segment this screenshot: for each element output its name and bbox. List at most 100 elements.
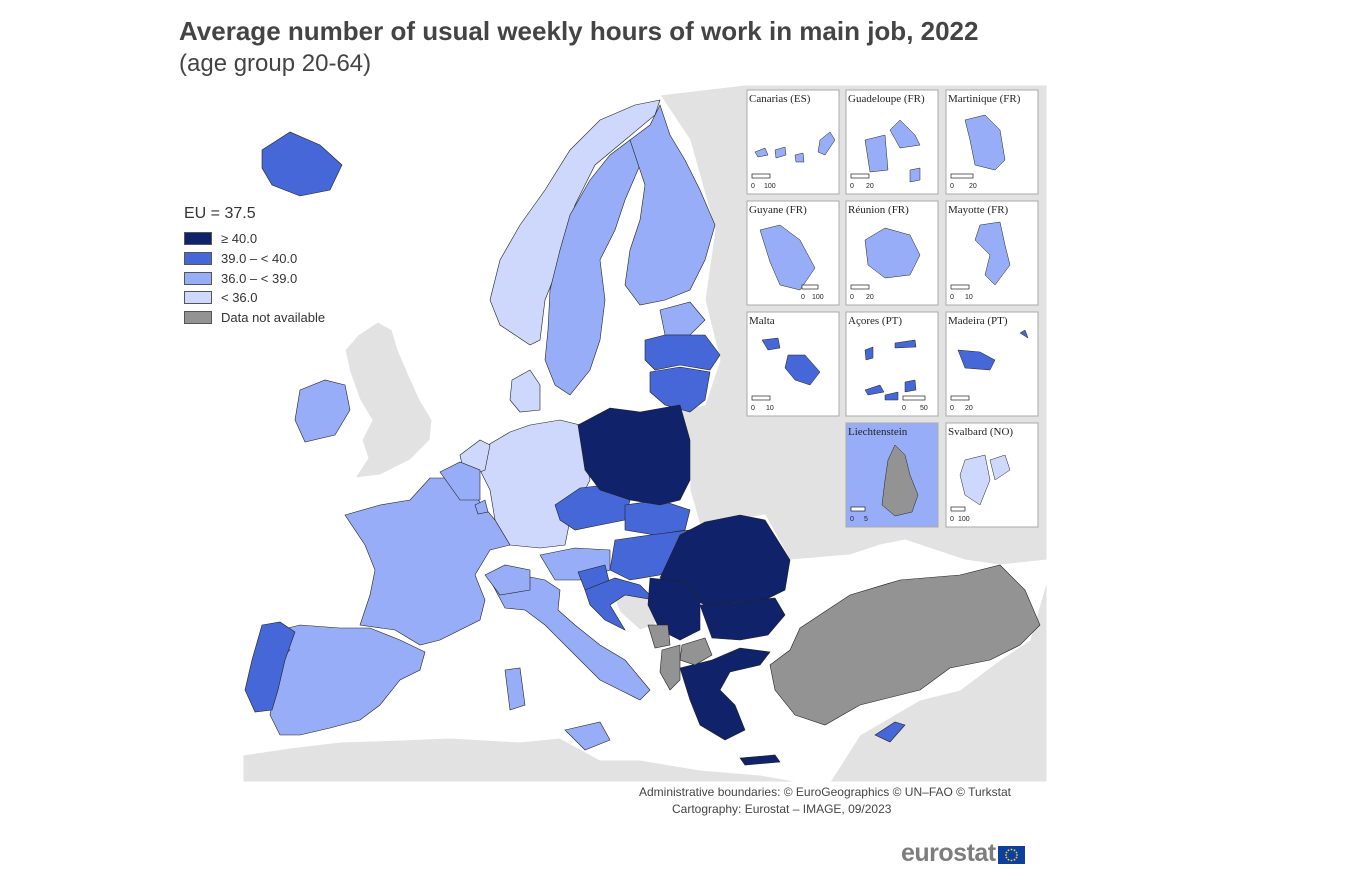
legend-label: Data not available [221,310,326,326]
legend-label: ≥ 40.0 [221,231,258,247]
sicily-region [564,721,611,751]
map-subtitle: (age group 20-64) [179,50,372,77]
inset-label: Liechtenstein [848,426,908,438]
madeira-shape [957,329,1029,371]
legend-label: 36.0 – < 39.0 [221,270,298,286]
bulgaria-region [699,597,786,641]
france-region [344,477,511,646]
greece-region [679,647,771,741]
legend-swatch [184,311,212,325]
svg-text:50: 50 [920,405,928,412]
inset-scale-labels: 0 100 0 20 0 20 0 100 0 20 0 10 0 10 0 5… [751,183,977,523]
north-africa-land [242,737,801,783]
svg-text:0: 0 [950,294,954,301]
denmark-region [509,369,541,413]
albania-region [659,644,681,691]
iceland-region-no [261,131,343,197]
inset-label: Martinique (FR) [948,93,1021,105]
svg-text:20: 20 [965,405,973,412]
north-macedonia-region [679,637,713,666]
legend-item: ≥ 40.0 [184,229,325,249]
inset-label: Madeira (PT) [948,315,1008,327]
svg-text:100: 100 [812,294,824,301]
liechtenstein-shape [881,444,919,517]
svg-text:0: 0 [850,294,854,301]
belgium-region [439,461,481,501]
svg-text:10: 10 [766,405,774,412]
finland-region [624,104,716,306]
guyane-shape [759,224,816,291]
legend-item: 36.0 – < 39.0 [184,268,325,288]
svg-text:0: 0 [751,183,755,190]
source-cartography: Cartography: Eurostat – IMAGE, 09/2023 [672,802,892,816]
inset-label: Guyane (FR) [749,204,807,216]
montenegro-kosovo-region [647,624,671,649]
legend-item: Data not available [184,308,325,328]
poland-region [577,404,691,506]
legend-label: 39.0 – < 40.0 [221,251,298,267]
switzerland-region [484,564,531,596]
mayotte-shape [974,221,1011,286]
lux-region [474,499,489,515]
eu-flag-icon [997,846,1025,864]
map-title: Average number of usual weekly hours of … [179,16,979,46]
svg-text:0: 0 [801,294,805,301]
legend-swatch [184,252,212,266]
inset-scale-bars [751,173,974,512]
sardinia-region [504,667,526,711]
inset-label: Mayotte (FR) [948,204,1009,216]
ireland-region [294,379,351,443]
norway-region [489,99,661,346]
inset-label: Canarias (ES) [749,93,811,105]
cyprus-region [874,721,906,743]
legend-label: < 36.0 [221,290,258,306]
inset-label: Svalbard (NO) [948,426,1013,438]
svg-text:0: 0 [850,183,854,190]
svg-text:100: 100 [764,183,776,190]
inset-label: Açores (PT) [848,315,902,327]
reunion-shape [864,227,921,279]
guadeloupe-shape [864,119,921,183]
turkey-region [769,564,1041,726]
italy-region [489,574,651,701]
svalbard-shape [959,454,1011,506]
svg-text:0: 0 [950,183,954,190]
svg-text:0: 0 [950,516,954,523]
malta-shape [761,337,821,386]
svg-text:0: 0 [902,405,906,412]
latvia-region [644,334,721,371]
legend-swatch [184,232,212,246]
estonia-region [659,301,706,336]
acores-shape [864,339,917,401]
svg-text:5: 5 [864,516,868,523]
inset-label: Réunion (FR) [848,204,909,216]
svg-text:20: 20 [969,183,977,190]
svg-text:0: 0 [751,405,755,412]
inset-label: Malta [749,315,775,327]
legend-item: 39.0 – < 40.0 [184,249,325,269]
lithuania-region [649,366,711,413]
legend-item: < 36.0 [184,288,325,308]
serbia-region [647,577,701,641]
eurostat-logo: eurostat [901,839,1025,868]
svg-text:20: 20 [866,294,874,301]
canarias-shape [754,131,836,163]
svg-text:10: 10 [965,294,973,301]
inset-labels: Canarias (ES) Guadeloupe (FR) Martinique… [749,93,1021,438]
source-boundaries: Administrative boundaries: © EuroGeograp… [639,785,1012,799]
logo-wordmark: eurostat [901,839,996,867]
martinique-shape [964,114,1006,171]
uk-land [344,321,433,479]
sweden-region [544,139,641,396]
svg-text:20: 20 [866,183,874,190]
croatia-region [584,577,656,631]
eu-average-label: EU = 37.5 [184,205,256,222]
svg-text:0: 0 [950,405,954,412]
svg-text:0: 0 [850,516,854,523]
portugal-region [244,621,296,713]
map-legend: EU = 37.5 ≥ 40.0 39.0 – < 40.0 36.0 – < … [184,205,325,327]
legend-swatch [184,291,212,305]
legend-swatch [184,271,212,285]
crete-region [739,754,781,766]
